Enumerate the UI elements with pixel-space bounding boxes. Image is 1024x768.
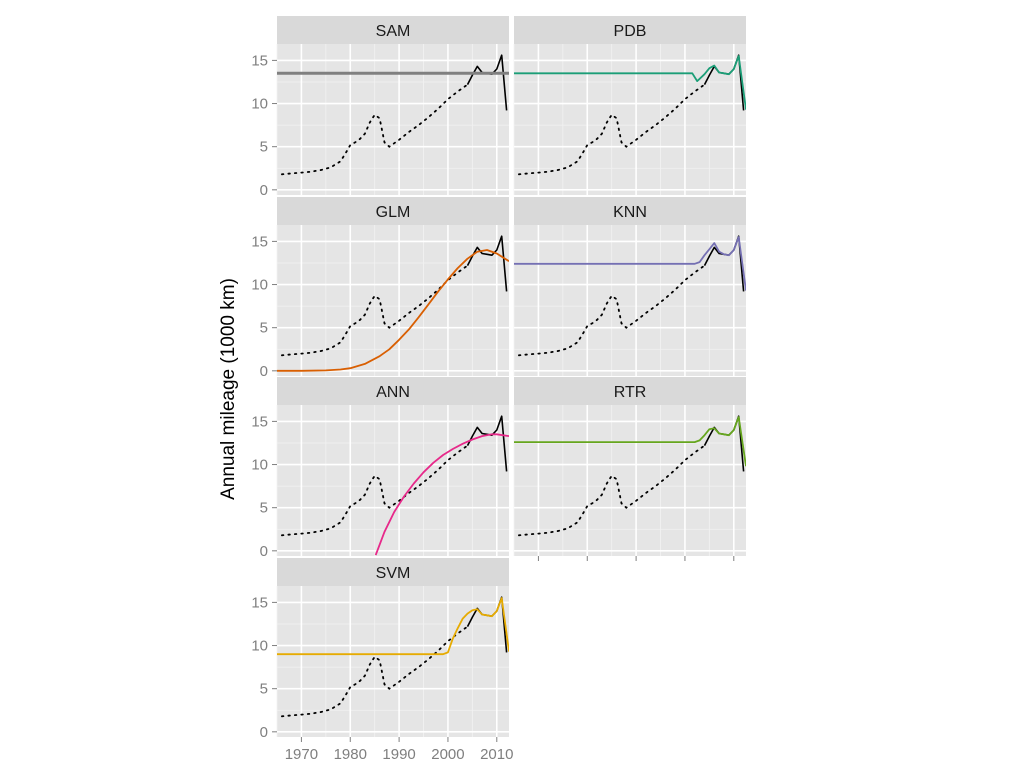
model-series-line-rtr: [514, 416, 746, 467]
observed-series-line: [280, 625, 469, 718]
panel-ann: ANN 0 5 10 15: [251, 377, 509, 560]
y-tick-label: 0: [260, 182, 268, 199]
panel-strip: [514, 377, 746, 405]
gridlines: [513, 405, 746, 556]
plot-background: [514, 225, 746, 376]
panel-strip-label: RTR: [614, 384, 647, 401]
x-tick-label: 1990: [382, 746, 415, 763]
y-tick-label: 15: [251, 52, 268, 69]
x-tick-label: 2000: [431, 746, 464, 763]
model-series-line-ann: [374, 433, 509, 556]
panel-strip-label: GLM: [376, 204, 411, 221]
y-tick-label: 15: [251, 413, 268, 430]
y-tick-label: 10: [251, 96, 268, 113]
plot-background: [514, 405, 746, 556]
gridlines: [513, 44, 746, 195]
panel-strip: [514, 197, 746, 225]
y-tick-label: 0: [260, 543, 268, 560]
panel-sam: SAM 0 5 10 15: [251, 16, 509, 199]
y-tick-label: 10: [251, 638, 268, 655]
panel-svm: SVM 0 5 10 15 1970 1980 1990 2000 2010: [251, 558, 513, 763]
y-tick-label: 10: [251, 457, 268, 474]
panel-strip-label: PDB: [614, 23, 647, 40]
series-group: [514, 415, 746, 537]
plot-background: [277, 44, 509, 195]
panel-strip-label: SVM: [376, 565, 411, 582]
panel-strip-label: ANN: [376, 384, 410, 401]
plot-background: [277, 405, 509, 556]
y-tick-label: 5: [260, 139, 268, 156]
panel-knn: KNN: [513, 197, 746, 376]
series-group: [277, 235, 509, 372]
observed-series-line: [518, 444, 706, 537]
y-tick-label: 10: [251, 277, 268, 294]
panel-strip: [277, 377, 509, 405]
gridlines: [276, 405, 509, 556]
y-axis-title: Annual mileage (1000 km): [218, 278, 239, 500]
x-tick-label: 1970: [285, 746, 318, 763]
panel-strip: [277, 197, 509, 225]
gridlines: [276, 44, 509, 195]
plot-background: [514, 44, 746, 195]
observed-series-line: [280, 83, 469, 176]
panel-glm: GLM 0 5 10 15: [251, 197, 509, 380]
series-group: [277, 54, 509, 176]
panel-pdb: PDB: [513, 16, 746, 195]
series-group: [514, 54, 746, 176]
series-group: [277, 596, 509, 718]
x-tick-label: 1980: [334, 746, 367, 763]
panel-strip: [277, 16, 509, 44]
x-tick-label: 2010: [480, 746, 513, 763]
panels-layer: SAM 0 5 10 15 PDB GLM 0 5 10 15 KNN ANN 0 5 10 15 RTR SVM 0…: [251, 16, 746, 763]
series-group: [514, 235, 746, 357]
plot-background: [277, 225, 509, 376]
plot-background: [277, 586, 509, 737]
model-series-line-knn: [514, 236, 746, 291]
panel-strip: [514, 16, 746, 44]
observed-series-line: [280, 444, 469, 537]
y-tick-label: 5: [260, 500, 268, 517]
panel-strip-label: KNN: [613, 204, 647, 221]
model-series-line-pdb: [514, 55, 746, 110]
gridlines: [276, 225, 509, 376]
y-tick-label: 15: [251, 233, 268, 250]
y-tick-label: 5: [260, 320, 268, 337]
y-tick-label: 0: [260, 363, 268, 380]
model-series-line-glm: [277, 249, 509, 372]
panel-strip-label: SAM: [376, 23, 411, 40]
series-group: [280, 415, 509, 556]
y-tick-label: 15: [251, 594, 268, 611]
observed-series-line: [280, 264, 469, 357]
y-tick-label: 0: [260, 724, 268, 741]
observed-series-line: [518, 83, 706, 176]
model-series-line-svm: [277, 597, 509, 656]
observed-series-line: [518, 264, 706, 357]
panel-rtr: RTR: [513, 377, 746, 561]
panel-strip: [277, 558, 509, 586]
y-tick-label: 5: [260, 681, 268, 698]
